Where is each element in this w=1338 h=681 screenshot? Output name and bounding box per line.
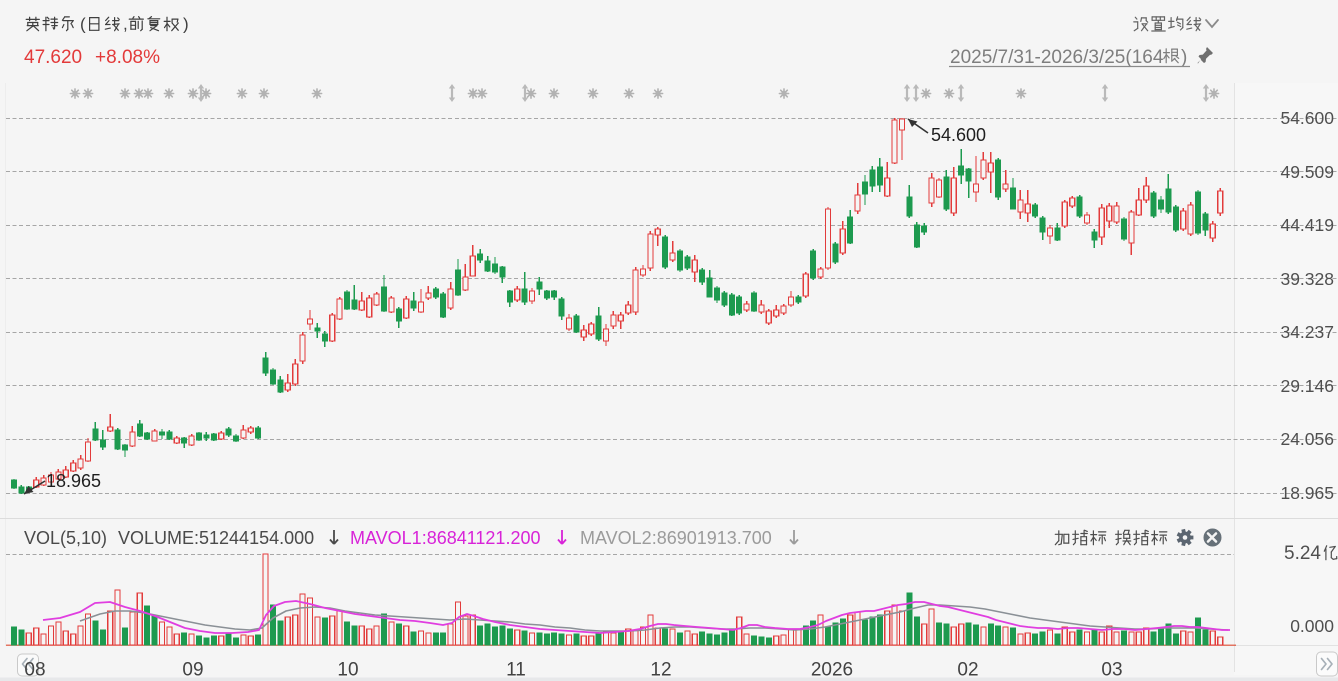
svg-text:10: 10 <box>337 660 358 681</box>
svg-text:44.419: 44.419 <box>1280 215 1334 235</box>
svg-text:08: 08 <box>24 660 45 681</box>
svg-text:03: 03 <box>1101 660 1122 681</box>
svg-text:24.056: 24.056 <box>1280 429 1334 449</box>
svg-text:+8.08%: +8.08% <box>95 47 160 68</box>
svg-text:(: ( <box>80 15 86 34</box>
svg-text:54.600: 54.600 <box>931 125 986 145</box>
svg-text:49.509: 49.509 <box>1280 162 1334 182</box>
svg-text:0.000: 0.000 <box>1290 616 1334 636</box>
svg-text:,: , <box>123 15 128 34</box>
svg-text:09: 09 <box>182 660 203 681</box>
svg-text:18.965: 18.965 <box>46 471 101 491</box>
svg-text:): ) <box>1181 47 1187 68</box>
svg-text:34.237: 34.237 <box>1280 322 1334 342</box>
svg-text:VOLUME:51244154.000: VOLUME:51244154.000 <box>118 528 314 548</box>
svg-text:2025/7/31-2026/3/25(164: 2025/7/31-2026/3/25(164 <box>950 47 1164 68</box>
svg-text:11: 11 <box>506 660 526 681</box>
svg-text:MAVOL1:86841121.200: MAVOL1:86841121.200 <box>350 528 540 548</box>
svg-text:12: 12 <box>650 660 671 681</box>
svg-text:MAVOL2:86901913.700: MAVOL2:86901913.700 <box>580 528 772 548</box>
svg-text:VOL(5,10): VOL(5,10) <box>24 528 107 548</box>
svg-text:54.600: 54.600 <box>1280 108 1334 128</box>
svg-text:2026: 2026 <box>811 660 853 681</box>
svg-text:02: 02 <box>957 660 978 681</box>
svg-text:29.146: 29.146 <box>1280 376 1334 396</box>
svg-text:): ) <box>183 15 189 34</box>
svg-text:47.620: 47.620 <box>24 47 82 68</box>
svg-text:18.965: 18.965 <box>1280 483 1334 503</box>
svg-text:5.24: 5.24 <box>1284 543 1321 564</box>
svg-text:39.328: 39.328 <box>1280 269 1334 289</box>
